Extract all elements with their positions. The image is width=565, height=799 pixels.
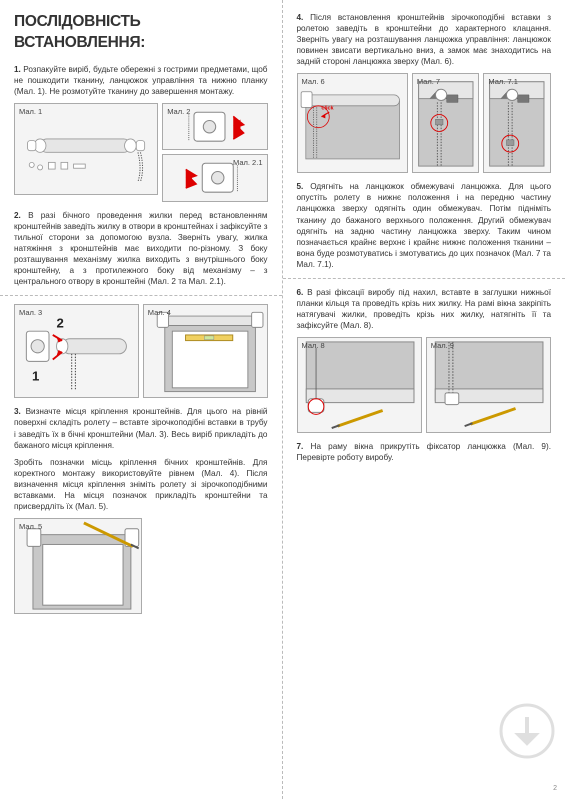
fig-row-2: Мал. 3 1 2	[14, 304, 268, 398]
fig2-label: Мал. 2	[167, 107, 190, 117]
step-6-lead: 6.	[297, 288, 304, 297]
figure-9: Мал. 9	[426, 337, 551, 433]
fig21-label: Мал. 2.1	[233, 158, 262, 168]
step-1-lead: 1.	[14, 65, 21, 74]
step-5-text: 5. Одягніть на ланцюжок обмежувачі ланцю…	[297, 181, 552, 270]
figure-1: Мал. 1	[14, 103, 158, 195]
fig7-label: Мал. 7	[417, 77, 440, 87]
click-label: click	[321, 106, 334, 112]
step-7-lead: 7.	[297, 442, 304, 451]
badge-2: 2	[57, 316, 64, 331]
step-3b-text: Зробіть позначки місць кріплення бічних …	[14, 457, 268, 512]
watermark-icon	[499, 703, 555, 759]
step-4-text: 4. Після встановлення кронштейнів зірочк…	[297, 12, 552, 67]
step-2-lead: 2.	[14, 211, 21, 220]
fig4-label: Мал. 4	[148, 308, 171, 318]
left-column: ПОСЛІДОВНІСТЬ ВСТАНОВЛЕННЯ: 1. Розпакуйт…	[0, 0, 283, 799]
step-7-body: На раму вікна прикрутіть фіксатор ланцюж…	[297, 442, 551, 462]
page-number: 2	[553, 784, 557, 793]
figure-8: Мал. 8	[297, 337, 422, 433]
right-column: 4. Після встановлення кронштейнів зірочк…	[283, 0, 565, 799]
step-3-lead: 3.	[14, 407, 21, 416]
step-5-body: Одягніть на ланцюжок обмежувачі ланцюжка…	[297, 182, 552, 268]
figure-6: Мал. 6 click	[297, 73, 408, 173]
fig1-label: Мал. 1	[19, 107, 42, 117]
fig-row-1: Мал. 1	[14, 103, 268, 202]
step-3a-text: 3. Визначте місця кріплення кронштейнів.…	[14, 406, 268, 450]
step-3b-body: Зробіть позначки місць кріплення бічних …	[14, 458, 268, 511]
step-3a-body: Визначте місця кріплення кронштейнів. Дл…	[14, 407, 268, 449]
fig-row-3: Мал. 5	[14, 518, 268, 614]
fig-row-5: Мал. 8 Мал. 9	[297, 337, 552, 433]
figure-2-1: Мал. 2.1	[162, 154, 267, 201]
figure-4: Мал. 4	[143, 304, 268, 398]
divider-2	[283, 278, 565, 279]
badge-1: 1	[32, 369, 39, 384]
fig8-label: Мал. 8	[302, 341, 325, 351]
step-1-text: 1. Розпакуйте виріб, будьте обережні з г…	[14, 64, 268, 97]
figure-7: Мал. 7	[412, 73, 480, 173]
fig71-label: Мал. 7.1	[488, 77, 517, 87]
figure-3: Мал. 3 1 2	[14, 304, 139, 398]
figure-2: Мал. 2	[162, 103, 267, 150]
step-6-text: 6. В разі фіксації виробу під нахил, вст…	[297, 287, 552, 331]
step-4-lead: 4.	[297, 13, 304, 22]
figure-7-1: Мал. 7.1	[483, 73, 551, 173]
divider-1	[0, 295, 282, 296]
step-4-body: Після встановлення кронштейнів зірочкопо…	[297, 13, 552, 66]
step-2-text: 2. В разі бічного проведення жилки перед…	[14, 210, 268, 287]
page-title: ПОСЛІДОВНІСТЬ ВСТАНОВЛЕННЯ:	[14, 12, 268, 54]
step-2-body: В разі бічного проведення жилки перед вс…	[14, 211, 268, 286]
step-1-body: Розпакуйте виріб, будьте обережні з гост…	[14, 65, 268, 96]
fig6-label: Мал. 6	[302, 77, 325, 87]
step-7-text: 7. На раму вікна прикрутіть фіксатор лан…	[297, 441, 552, 463]
step-6-body: В разі фіксації виробу під нахил, вставт…	[297, 288, 552, 330]
fig5-label: Мал. 5	[19, 522, 42, 532]
fig-row-4: Мал. 6 click Мал. 7	[297, 73, 552, 173]
figure-5: Мал. 5	[14, 518, 142, 614]
fig3-label: Мал. 3	[19, 308, 42, 318]
step-5-lead: 5.	[297, 182, 304, 191]
fig9-label: Мал. 9	[431, 341, 454, 351]
